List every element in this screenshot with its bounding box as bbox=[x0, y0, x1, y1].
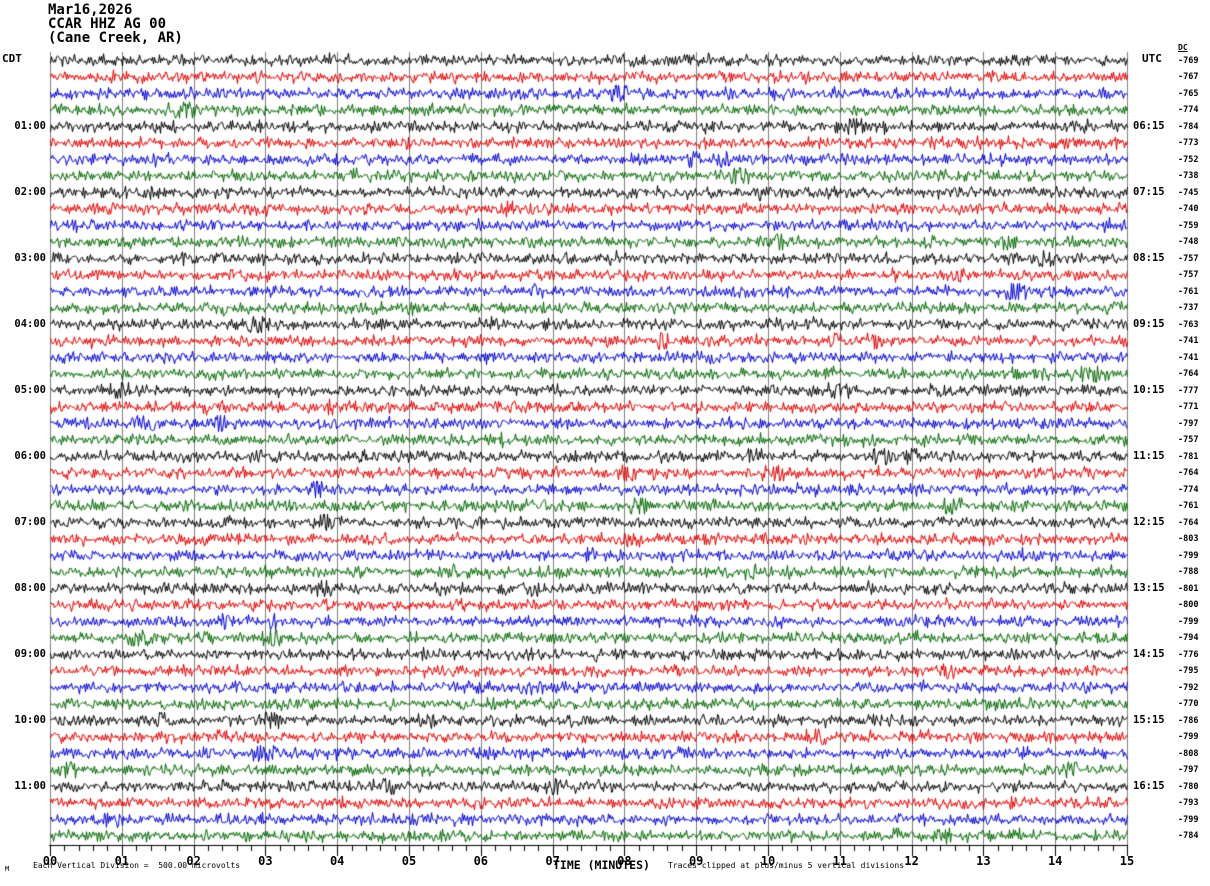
dc-offset-value: -770 bbox=[1178, 699, 1199, 709]
dc-offset-value: -784 bbox=[1178, 121, 1199, 132]
dc-offset-value: -794 bbox=[1178, 633, 1199, 643]
dc-offset-value: -808 bbox=[1178, 748, 1199, 759]
dc-offset-value: -803 bbox=[1178, 534, 1199, 544]
x-axis-title: TIME (MINUTES) bbox=[553, 858, 650, 872]
header-location: (Cane Creek, AR) bbox=[48, 30, 183, 46]
x-tick-label: 05 bbox=[401, 854, 417, 868]
local-hour-label: 02:00 bbox=[14, 185, 46, 198]
dc-offset-value: -781 bbox=[1178, 451, 1199, 462]
dc-offset-value: -776 bbox=[1178, 649, 1199, 660]
x-tick-label: 12 bbox=[904, 854, 919, 868]
dc-offset-value: -795 bbox=[1178, 666, 1199, 676]
x-tick-label: 01 bbox=[114, 854, 130, 868]
dc-offset-value: -759 bbox=[1178, 220, 1199, 231]
utc-hour-label: 12:15 bbox=[1133, 515, 1165, 528]
x-tick-label: 15 bbox=[1119, 854, 1135, 868]
dc-offset-value: -741 bbox=[1178, 336, 1199, 346]
dc-offset-value: -763 bbox=[1178, 319, 1199, 330]
dc-offset-value: -767 bbox=[1178, 72, 1199, 82]
dc-offset-value: -777 bbox=[1178, 385, 1199, 396]
dc-offset-value: -737 bbox=[1178, 303, 1199, 313]
dc-offset-value: -784 bbox=[1178, 831, 1199, 841]
dc-offset-value: -786 bbox=[1178, 715, 1199, 726]
dc-offset-value: -793 bbox=[1178, 798, 1199, 808]
local-hour-label: 07:00 bbox=[14, 515, 46, 528]
dc-offset-header: DC bbox=[1178, 43, 1188, 52]
dc-offset-value: -764 bbox=[1178, 517, 1199, 528]
x-tick-label: 08 bbox=[617, 854, 632, 868]
x-tick-label: 09 bbox=[688, 854, 704, 868]
local-hour-label: 08:00 bbox=[14, 581, 46, 594]
utc-hour-label: 11:15 bbox=[1133, 449, 1165, 462]
local-hour-label: 04:00 bbox=[14, 317, 46, 330]
dc-offset-value: -774 bbox=[1178, 105, 1199, 115]
utc-hour-label: 15:15 bbox=[1133, 713, 1165, 726]
dc-offset-value: -764 bbox=[1178, 468, 1199, 478]
local-hour-label: 01:00 bbox=[14, 119, 46, 132]
utc-hour-label: 14:15 bbox=[1133, 647, 1165, 660]
x-tick-label: 00 bbox=[42, 854, 58, 868]
left-timezone-label: CDT bbox=[2, 52, 22, 65]
clip-note: Traces clipped at plus/minus 5 vertical … bbox=[668, 861, 905, 870]
dc-offset-value: -761 bbox=[1178, 286, 1199, 297]
local-hour-label: 06:00 bbox=[14, 449, 46, 462]
dc-offset-value: -780 bbox=[1178, 781, 1199, 792]
dc-offset-value: -773 bbox=[1178, 138, 1199, 148]
dc-offset-value: -788 bbox=[1178, 567, 1199, 577]
scale-note: Each Vertical Division = 500.00 microvol… bbox=[33, 861, 241, 870]
local-hour-label: 05:00 bbox=[14, 383, 46, 396]
dc-offset-value: -801 bbox=[1178, 583, 1199, 594]
header-station: CCAR HHZ AG 00 bbox=[48, 16, 167, 32]
dc-offset-value: -740 bbox=[1178, 204, 1199, 214]
dc-offset-value: -752 bbox=[1178, 154, 1199, 165]
dc-offset-value: -745 bbox=[1178, 187, 1199, 198]
x-tick-label: 07 bbox=[545, 854, 560, 868]
utc-hour-label: 07:15 bbox=[1133, 185, 1165, 198]
dc-offset-value: -797 bbox=[1178, 418, 1199, 429]
x-tick-label: 13 bbox=[976, 854, 991, 868]
utc-hour-label: 08:15 bbox=[1133, 251, 1165, 264]
local-hour-label: 10:00 bbox=[14, 713, 46, 726]
x-tick-label: 10 bbox=[760, 854, 776, 868]
local-hour-label: 09:00 bbox=[14, 647, 46, 660]
dc-offset-value: -799 bbox=[1178, 550, 1199, 561]
dc-offset-value: -792 bbox=[1178, 682, 1199, 693]
dc-offset-value: -771 bbox=[1178, 402, 1199, 412]
dc-offset-value: -761 bbox=[1178, 501, 1199, 511]
dc-offset-value: -769 bbox=[1178, 55, 1199, 66]
x-tick-label: 11 bbox=[832, 854, 848, 868]
local-hour-label: 11:00 bbox=[14, 779, 46, 792]
x-tick-label: 14 bbox=[1047, 854, 1063, 868]
dc-offset-value: -757 bbox=[1178, 253, 1199, 264]
dc-offset-value: -797 bbox=[1178, 765, 1199, 775]
right-timezone-label: UTC bbox=[1142, 52, 1162, 65]
header-date: Mar16,2026 bbox=[48, 2, 133, 18]
corner-mark: M bbox=[5, 865, 10, 873]
dc-offset-value: -748 bbox=[1178, 237, 1199, 247]
dc-offset-value: -738 bbox=[1178, 171, 1199, 181]
dc-offset-value: -799 bbox=[1178, 814, 1199, 825]
dc-offset-value: -741 bbox=[1178, 352, 1199, 363]
x-tick-label: 03 bbox=[258, 854, 273, 868]
utc-hour-label: 13:15 bbox=[1133, 581, 1165, 594]
dc-offset-value: -799 bbox=[1178, 616, 1199, 627]
utc-hour-label: 10:15 bbox=[1133, 383, 1165, 396]
x-tick-label: 06 bbox=[473, 854, 489, 868]
dc-offset-value: -799 bbox=[1178, 732, 1199, 742]
dc-offset-value: -774 bbox=[1178, 484, 1199, 495]
x-tick-label: 04 bbox=[329, 854, 345, 868]
x-tick-label: 02 bbox=[186, 854, 201, 868]
dc-offset-value: -765 bbox=[1178, 88, 1199, 99]
dc-offset-value: -757 bbox=[1178, 270, 1199, 280]
dc-offset-value: -800 bbox=[1178, 600, 1199, 610]
utc-hour-label: 06:15 bbox=[1133, 119, 1165, 132]
local-hour-label: 03:00 bbox=[14, 251, 46, 264]
dc-offset-value: -757 bbox=[1178, 435, 1199, 445]
utc-hour-label: 16:15 bbox=[1133, 779, 1165, 792]
dc-offset-value: -764 bbox=[1178, 369, 1199, 379]
utc-hour-label: 09:15 bbox=[1133, 317, 1165, 330]
